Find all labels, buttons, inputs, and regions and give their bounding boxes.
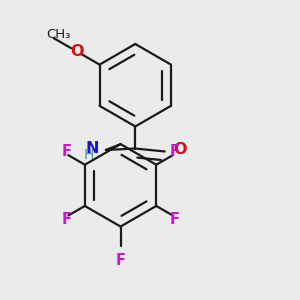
Text: F: F [62, 144, 72, 159]
Text: O: O [173, 142, 187, 158]
Text: H: H [84, 148, 94, 162]
Text: F: F [169, 212, 179, 227]
Text: O: O [70, 44, 83, 59]
Text: CH₃: CH₃ [46, 28, 70, 41]
Text: F: F [62, 212, 72, 227]
Text: F: F [116, 253, 126, 268]
Text: F: F [169, 144, 179, 159]
Text: N: N [86, 141, 99, 156]
